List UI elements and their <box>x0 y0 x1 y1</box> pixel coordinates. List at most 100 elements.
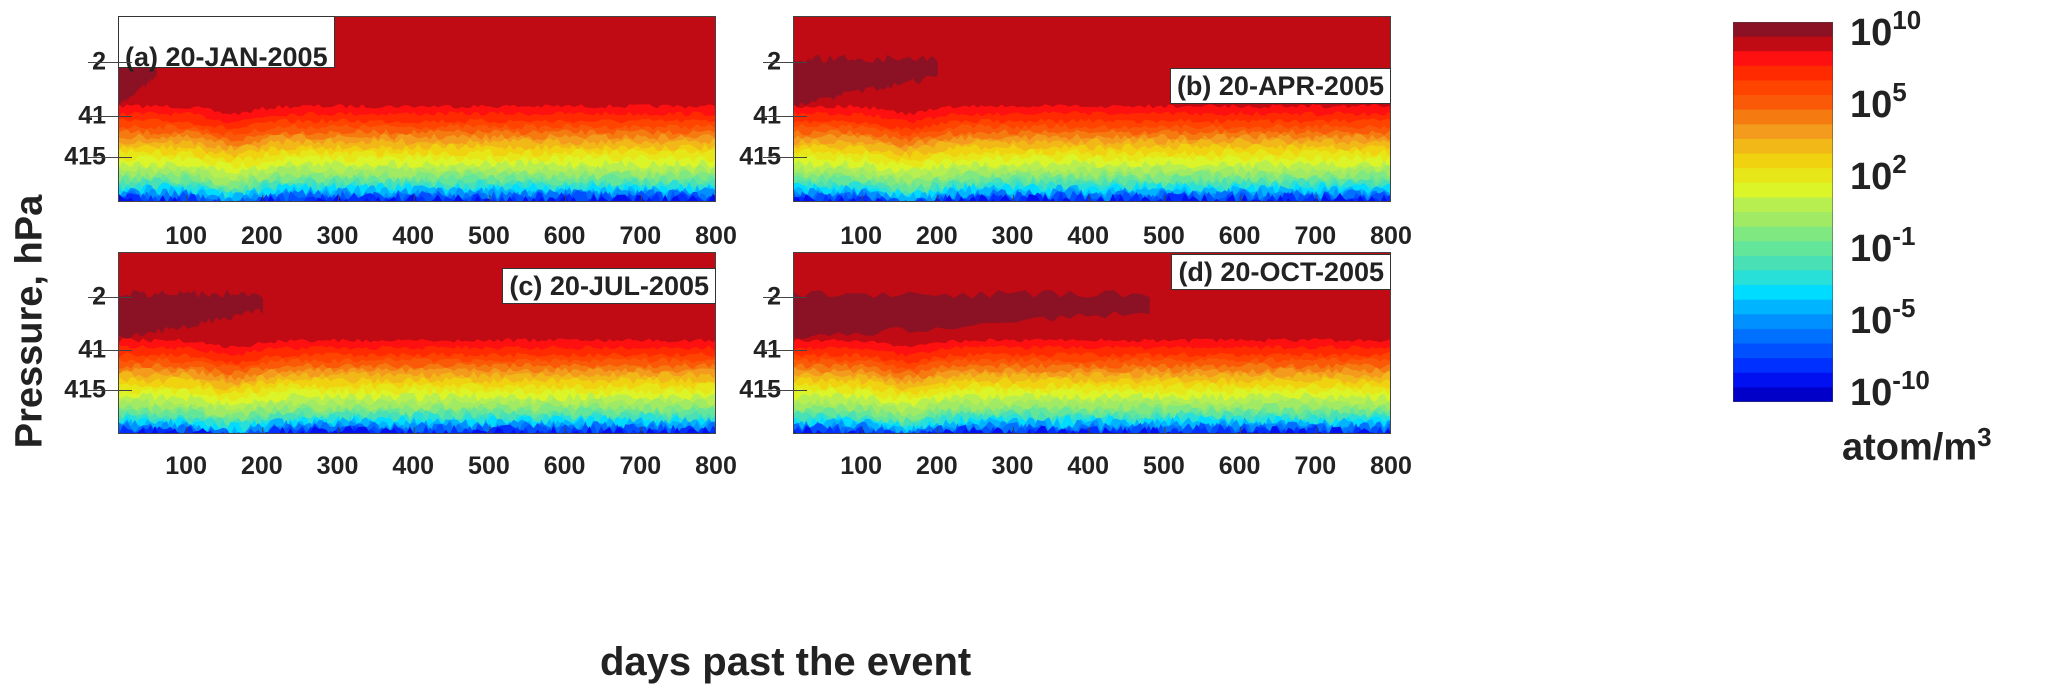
y-tick-mark <box>763 115 807 117</box>
band-level-23 <box>794 424 1384 433</box>
tick-exponent: 2 <box>1892 149 1907 179</box>
x-tick-label: 200 <box>240 222 283 250</box>
panel-title: (d) 20-OCT-2005 <box>1171 254 1391 290</box>
colorbar-tick-label: 10-1 <box>1850 221 1915 271</box>
tick-base: 10 <box>1850 12 1893 54</box>
panel-title: (c) 20-JUL-2005 <box>502 268 716 304</box>
x-tick-label: 500 <box>1143 452 1185 480</box>
y-tick-mark <box>763 390 807 392</box>
tick-exponent: -5 <box>1892 293 1916 323</box>
x-tick-label: 300 <box>316 222 359 250</box>
colorbar-tick-label: 1010 <box>1850 5 1921 55</box>
colorbar-swatch <box>1733 226 1833 242</box>
y-tick-label: 41 <box>78 335 106 364</box>
x-tick-label: 800 <box>1370 452 1412 480</box>
panel-title: (a) 20-JAN-2005 <box>118 16 335 72</box>
colorbar-unit-exp: 3 <box>1977 422 1992 452</box>
x-tick-label: 500 <box>468 222 510 250</box>
tick-base: 10 <box>1850 228 1893 270</box>
colorbar-swatch <box>1733 22 1833 38</box>
panel-title: (b) 20-APR-2005 <box>1169 68 1391 104</box>
colorbar-swatch <box>1733 387 1833 402</box>
tick-exponent: -10 <box>1892 365 1930 395</box>
x-tick-label: 100 <box>165 222 207 250</box>
x-tick-label: 400 <box>1067 222 1110 250</box>
band-level-0 <box>119 289 263 340</box>
colorbar-swatch <box>1733 197 1833 213</box>
colorbar-tick-label: 102 <box>1850 149 1907 199</box>
y-tick-label: 2 <box>92 282 106 311</box>
contour-plot-b <box>793 16 1391 202</box>
x-tick-label: 200 <box>240 452 283 480</box>
colorbar-tick-label: 105 <box>1850 77 1907 127</box>
y-axis-label: Pressure, hPa <box>8 194 51 449</box>
y-tick-mark <box>763 349 807 351</box>
band-level-0 <box>794 289 1150 340</box>
band-level-24 <box>794 193 1388 201</box>
x-tick-label: 500 <box>468 452 510 480</box>
tick-base: 10 <box>1850 372 1893 414</box>
y-tick-mark <box>88 115 132 117</box>
y-tick-label: 41 <box>753 335 781 364</box>
contour-plot-c <box>118 252 716 434</box>
x-tick-label: 600 <box>543 452 586 480</box>
colorbar-swatch <box>1733 124 1833 140</box>
tick-exponent: 10 <box>1892 5 1922 35</box>
band-level-23 <box>123 192 715 201</box>
colorbar-swatch <box>1733 270 1833 286</box>
colorbar <box>1733 22 1833 402</box>
band-level-24 <box>794 425 1390 433</box>
tick-exponent: 5 <box>1892 77 1907 107</box>
x-tick-label: 200 <box>915 222 958 250</box>
y-tick-label: 415 <box>739 142 781 171</box>
colorbar-swatch <box>1733 241 1833 257</box>
x-tick-label: 100 <box>165 452 207 480</box>
y-tick-mark <box>763 157 807 159</box>
colorbar-swatch <box>1733 51 1833 67</box>
colorbar-unit: atom/m3 <box>1842 422 1992 470</box>
tick-base: 10 <box>1850 84 1893 126</box>
colorbar-tick-label: 10-5 <box>1850 293 1915 343</box>
colorbar-swatch <box>1733 36 1833 52</box>
colorbar-swatch <box>1733 255 1833 271</box>
colorbar-swatch <box>1733 314 1833 330</box>
colorbar-swatch <box>1733 328 1833 345</box>
y-tick-mark <box>88 157 132 159</box>
colorbar-swatch <box>1733 358 1833 374</box>
x-tick-label: 300 <box>991 452 1034 480</box>
colorbar-swatch <box>1733 109 1833 125</box>
colorbar-swatch <box>1733 299 1833 315</box>
y-tick-label: 415 <box>739 375 781 404</box>
x-tick-label: 600 <box>1218 452 1261 480</box>
band-level-24 <box>136 425 711 433</box>
band-level-21 <box>119 421 715 433</box>
x-tick-label: 400 <box>1067 452 1110 480</box>
y-tick-mark <box>88 390 132 392</box>
colorbar-swatch <box>1733 65 1833 81</box>
x-axis-label: days past the event <box>600 640 972 684</box>
x-tick-label: 700 <box>619 222 662 250</box>
x-tick-label: 100 <box>840 222 882 250</box>
colorbar-swatch <box>1733 138 1833 155</box>
y-tick-mark <box>763 296 807 298</box>
colorbar-swatch <box>1733 182 1833 198</box>
y-tick-label: 2 <box>92 47 106 75</box>
x-tick-label: 700 <box>1294 222 1337 250</box>
y-tick-label: 415 <box>64 375 106 404</box>
colorbar-swatch <box>1733 80 1833 96</box>
colorbar-swatch <box>1733 285 1833 301</box>
colorbar-unit-text: atom/m <box>1842 426 1978 469</box>
band-level-23 <box>119 424 715 433</box>
x-tick-label: 600 <box>543 222 586 250</box>
y-tick-label: 2 <box>767 282 781 311</box>
x-tick-label: 500 <box>1143 222 1185 250</box>
colorbar-swatch <box>1733 168 1833 184</box>
colorbar-swatch <box>1733 212 1833 228</box>
x-tick-label: 800 <box>695 222 737 250</box>
tick-base: 10 <box>1850 156 1893 198</box>
x-tick-label: 400 <box>392 452 435 480</box>
y-tick-mark <box>88 61 132 63</box>
band-level-23 <box>794 192 1390 201</box>
x-tick-label: 600 <box>1218 222 1261 250</box>
colorbar-swatch <box>1733 95 1833 111</box>
